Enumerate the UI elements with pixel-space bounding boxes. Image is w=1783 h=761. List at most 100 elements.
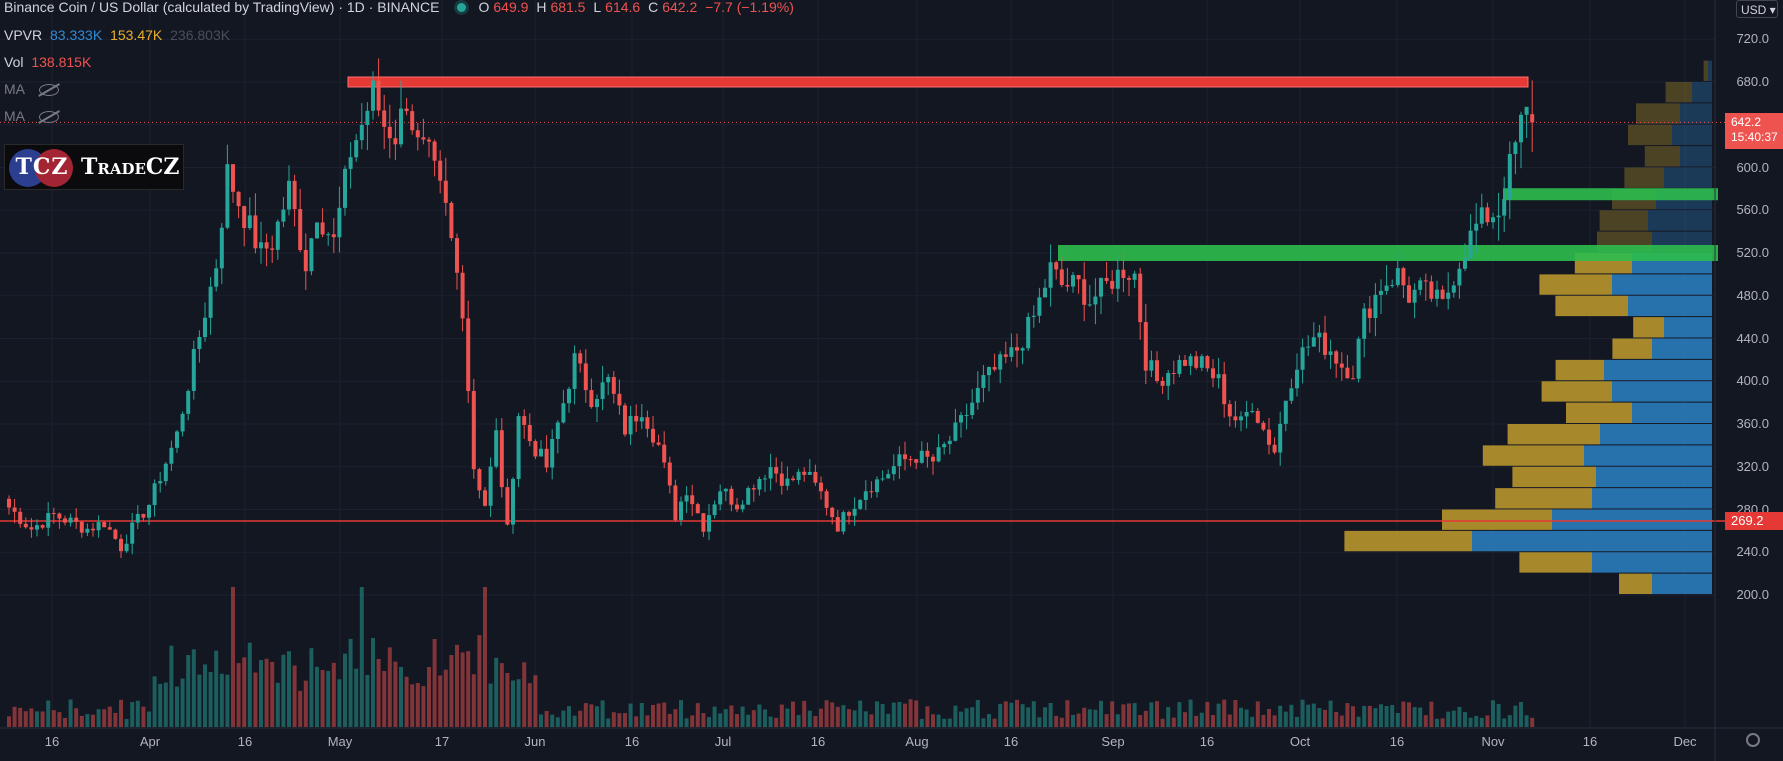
candle-body (147, 505, 151, 518)
candle-body (942, 444, 947, 448)
vpvr-down-volume: 153.47K (110, 27, 163, 43)
volume-bar (186, 655, 191, 727)
vp-down-bar (1566, 402, 1632, 423)
volume-bar (1255, 701, 1260, 727)
volume-label[interactable]: Vol (4, 54, 24, 70)
volume-bar (1059, 717, 1064, 727)
volume-bar (1015, 699, 1019, 727)
candle-body (191, 348, 196, 391)
volume-bar (410, 684, 415, 727)
candle-body (359, 124, 364, 141)
candle-body (1121, 269, 1126, 278)
candle-body (1351, 378, 1355, 380)
volume-bar (169, 645, 174, 727)
volume-bar (102, 709, 107, 727)
candle-body (718, 491, 723, 505)
candle-body (567, 388, 571, 404)
candle-body (1283, 400, 1288, 424)
candle-body (606, 377, 611, 383)
volume-bar (527, 683, 532, 727)
time-tick-label: 17 (434, 734, 450, 749)
vp-down-bar (1703, 60, 1708, 81)
hidden-eye-icon[interactable] (39, 84, 59, 97)
candle-body (695, 504, 700, 514)
candle-body (46, 513, 51, 528)
candle-body (1211, 368, 1215, 379)
volume-bar (488, 683, 493, 727)
candle-body (499, 430, 504, 488)
volume-bar (1054, 715, 1059, 727)
volume-bar (376, 658, 381, 727)
volume-bar (802, 700, 807, 727)
candle-body (1250, 411, 1255, 413)
candle-body (18, 511, 23, 524)
volume-bar (858, 700, 863, 727)
volume-bar (746, 714, 751, 727)
volume-bar (1149, 702, 1154, 727)
volume-bar (1306, 704, 1311, 727)
settings-gear-icon[interactable] (1746, 733, 1760, 747)
volume-bar (309, 648, 314, 727)
legend-ma-row-2[interactable]: MA (4, 108, 63, 124)
candle-body (522, 416, 527, 425)
candle-body (830, 507, 835, 518)
candle-body (287, 180, 291, 210)
candle-body (393, 138, 398, 145)
candle-body (600, 382, 605, 400)
vpvr-up-volume: 83.333K (50, 27, 103, 43)
candle-body (208, 286, 213, 318)
volume-bar (399, 666, 403, 727)
price-tick-label: 320.0 (1736, 458, 1769, 474)
candle-body (1227, 404, 1232, 417)
volume-bar (1351, 706, 1355, 727)
candle-body (785, 478, 790, 486)
volume-bar (763, 709, 767, 727)
vp-up-bar (1596, 466, 1712, 488)
volume-bar (1339, 715, 1344, 727)
volume-bar (651, 704, 655, 727)
candle-body (1513, 142, 1518, 155)
candle-body (427, 139, 431, 142)
volume-bar (869, 714, 874, 727)
candle-body (852, 508, 857, 516)
candle-body (1183, 359, 1187, 366)
hidden-eye-icon[interactable] (39, 111, 59, 124)
price-tick-label: 240.0 (1736, 544, 1769, 560)
candle-body (1065, 285, 1070, 287)
price-tick-label: 680.0 (1736, 74, 1769, 89)
candle-body (936, 447, 941, 462)
candle-body (119, 538, 123, 552)
candle-body (1306, 346, 1311, 348)
candle-body (1379, 290, 1383, 295)
volume-bar (1227, 714, 1232, 727)
volume-bar (1356, 716, 1361, 727)
candle-body (1457, 268, 1462, 286)
vpvr-label[interactable]: VPVR (4, 27, 43, 43)
legend-vpvr-row[interactable]: VPVR 83.333K 153.47K 236.803K (4, 27, 234, 43)
volume-bar (1384, 706, 1389, 727)
volume-bar (1345, 703, 1350, 727)
candle-body (1205, 356, 1210, 369)
volume-bar (1138, 715, 1143, 727)
time-tick-label: Apr (139, 734, 161, 749)
legend-volume-row[interactable]: Vol 138.815K (4, 54, 95, 70)
volume-bar (1412, 707, 1417, 727)
resistance-zone (347, 76, 1529, 88)
volume-bar (343, 653, 347, 727)
candle-body (1048, 262, 1053, 288)
volume-bar (455, 644, 459, 727)
legend-ma-row-1[interactable]: MA (4, 81, 63, 97)
candle-body (1418, 280, 1423, 290)
volume-bar (634, 716, 639, 727)
volume-bar (326, 670, 331, 727)
price-tick-label: 480.0 (1736, 287, 1769, 303)
volume-bar (1479, 717, 1484, 727)
volume-bar (119, 699, 123, 727)
volume-bar (998, 703, 1003, 727)
volume-bar (91, 714, 95, 727)
currency-button[interactable]: USD ▾ (1736, 0, 1778, 18)
candle-body (236, 191, 241, 207)
candle-body (1216, 374, 1221, 379)
symbol-title[interactable]: Binance Coin / US Dollar (calculated by … (4, 0, 440, 15)
